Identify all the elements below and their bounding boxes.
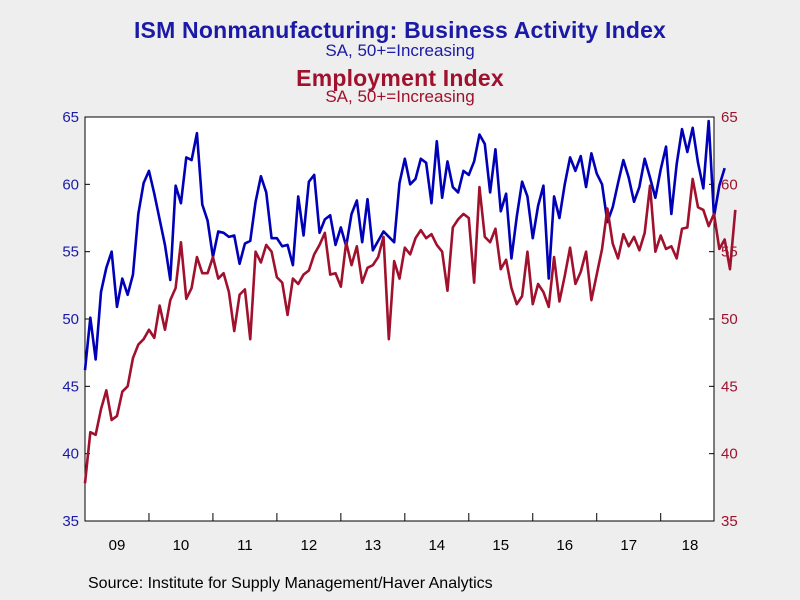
x-tick-label: 09: [109, 537, 126, 554]
y-right-tick-label: 50: [721, 311, 738, 328]
series-line-employment: [83, 177, 737, 484]
y-right-tick-label: 60: [721, 176, 738, 193]
source-note: Source: Institute for Supply Management/…: [88, 575, 493, 592]
y-right-tick-label: 45: [721, 378, 738, 395]
x-tick-label: 15: [492, 537, 509, 554]
y-left-tick-label: 35: [62, 513, 79, 530]
x-tick-label: 16: [556, 537, 573, 554]
chart-title-employment: Employment Index: [296, 65, 504, 91]
y-left-tick-label: 45: [62, 378, 79, 395]
x-tick-label: 12: [301, 537, 318, 554]
chart-subtitle-employment: SA, 50+=Increasing: [325, 87, 475, 106]
chart-title-business: ISM Nonmanufacturing: Business Activity …: [133, 17, 667, 43]
x-tick-label: 11: [237, 537, 253, 554]
x-tick-label: 17: [620, 537, 637, 554]
x-tick-label: 10: [173, 537, 190, 554]
y-right-tick-label: 35: [721, 513, 738, 530]
y-right-tick-label: 65: [721, 109, 738, 126]
y-left-tick-label: 40: [62, 446, 79, 463]
x-tick-label: 14: [428, 537, 445, 554]
y-right-tick-label: 40: [721, 446, 738, 463]
chart-subtitle-business: SA, 50+=Increasing: [325, 41, 475, 60]
x-tick-label: 13: [365, 537, 382, 554]
series-line-business: [83, 119, 726, 371]
y-left-tick-label: 55: [62, 244, 79, 261]
y-left-tick-label: 60: [62, 176, 79, 193]
y-left-tick-label: 50: [62, 311, 79, 328]
y-right-tick-label: 55: [721, 244, 738, 261]
y-left-tick-label: 65: [62, 109, 79, 126]
x-tick-label: 18: [682, 537, 699, 554]
